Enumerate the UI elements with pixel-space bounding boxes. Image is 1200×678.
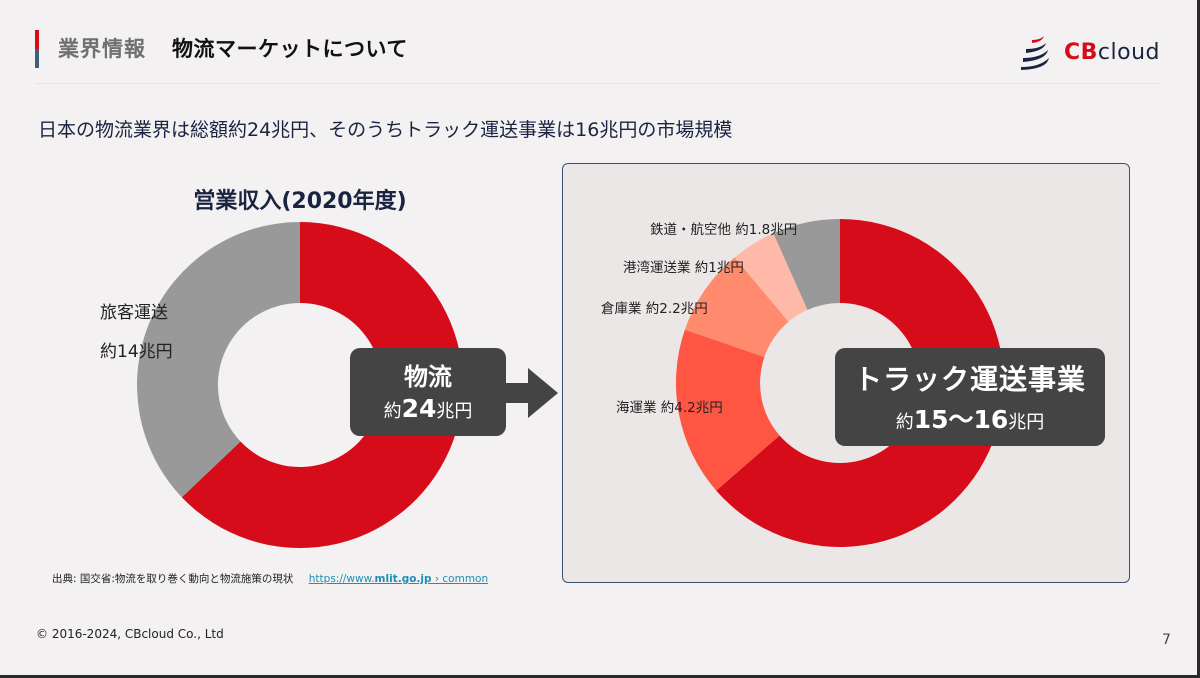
right-donut-chart <box>676 219 1004 547</box>
callout-title: 物流 <box>404 363 452 391</box>
segment-shipping <box>676 329 780 491</box>
slide-border-bottom <box>0 675 1200 678</box>
segment-passenger <box>137 222 300 498</box>
label-rail-air: 鉄道・航空他 約1.8兆円 <box>650 222 798 238</box>
truck-callout: トラック運送事業 約15〜16兆円 <box>835 348 1105 446</box>
label-port: 港湾運送業 約1兆円 <box>623 260 744 276</box>
callout-number: 15〜16 <box>913 405 1009 434</box>
label-warehouse: 倉庫業 約2.2兆円 <box>601 301 708 317</box>
passenger-value: 約14兆円 <box>100 342 173 362</box>
callout-suffix: 兆円 <box>1008 412 1045 433</box>
page-number: 7 <box>1162 632 1171 648</box>
segment-truck <box>716 219 1004 547</box>
section-category: 業界情報 <box>58 37 146 61</box>
logo-cb: CB <box>1064 39 1098 65</box>
segment-warehouse <box>684 257 789 357</box>
callout-number: 24 <box>401 394 437 423</box>
callout-value: 約15〜16兆円 <box>835 400 1105 436</box>
logo-wordmark: CBcloud <box>1064 40 1160 65</box>
left-donut-chart <box>137 222 463 548</box>
logo-swoosh-icon <box>1021 36 1049 70</box>
copyright: © 2016-2024, CBcloud Co., Ltd <box>36 627 224 641</box>
callout-prefix: 約 <box>895 412 914 433</box>
source-link[interactable]: https://www.mlit.go.jp › common <box>309 573 488 585</box>
arrow-right-icon <box>503 368 558 418</box>
segment-port <box>734 233 808 322</box>
source-note: 出典: 国交省:物流を取り巻く動向と物流施策の現状 https://www.ml… <box>52 571 488 586</box>
page-title: 物流マーケットについて <box>172 37 408 61</box>
segment-logistics <box>181 222 463 548</box>
label-shipping: 海運業 約4.2兆円 <box>616 400 723 416</box>
link-domain: mlit.go.jp <box>374 573 432 585</box>
cbcloud-logo: CBcloud <box>1020 32 1160 72</box>
segment-rail-air <box>773 219 840 310</box>
accent-bar-blue <box>35 49 39 68</box>
passenger-label: 旅客運送 <box>100 303 168 323</box>
logo-cloud: cloud <box>1097 39 1160 65</box>
callout-suffix: 兆円 <box>436 401 473 422</box>
link-post: › common <box>431 573 489 585</box>
link-pre: https://www. <box>308 573 375 585</box>
logistics-callout: 物流 約24兆円 <box>350 348 506 436</box>
left-chart-title: 営業収入(2020年度) <box>193 189 407 214</box>
source-label: 出典: 国交省:物流を取り巻く動向と物流施策の現状 <box>52 573 294 585</box>
callout-prefix: 約 <box>383 401 402 422</box>
slide-border-right <box>1197 0 1200 678</box>
accent-bar-red <box>35 30 39 49</box>
title-accent-bar <box>35 30 39 68</box>
headline: 日本の物流業界は総額約24兆円、そのうちトラック運送事業は16兆円の市場規模 <box>38 119 733 141</box>
header-divider <box>35 83 1160 84</box>
callout-value: 約24兆円 <box>350 394 506 423</box>
callout-title: トラック運送事業 <box>853 363 1086 396</box>
